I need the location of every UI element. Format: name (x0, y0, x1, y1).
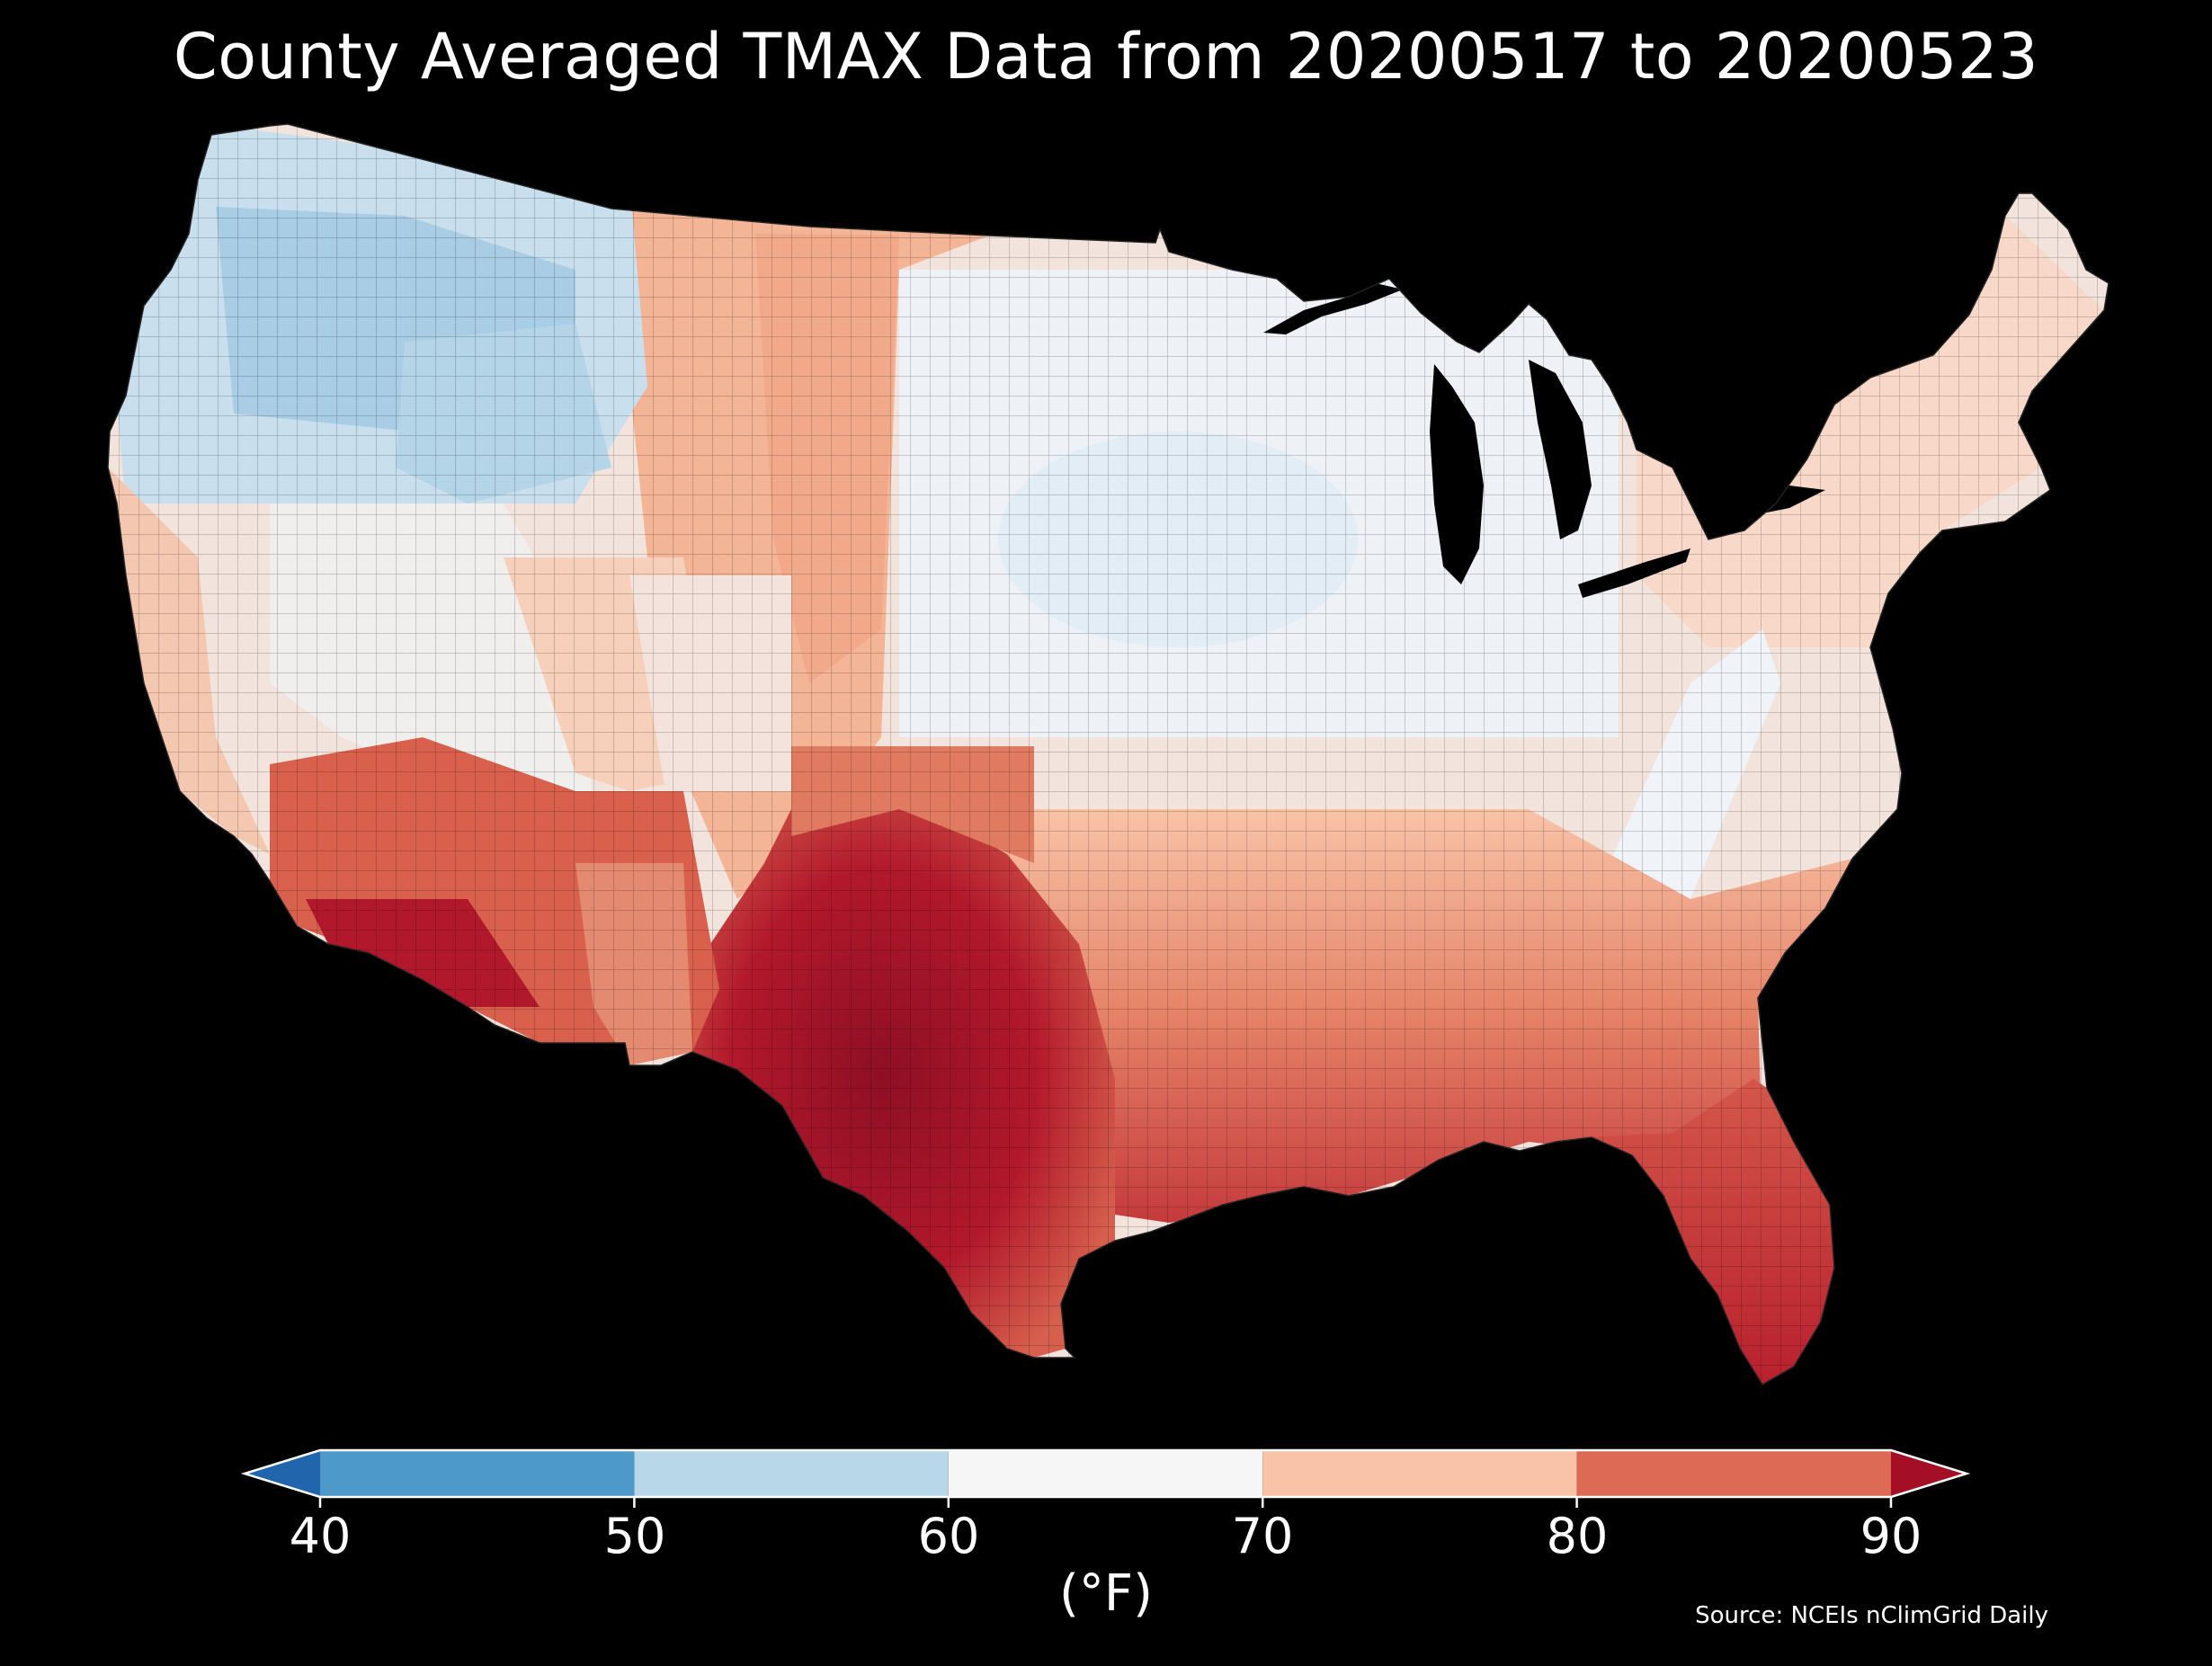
colorbar-bin (634, 1450, 949, 1497)
lake-erie (1578, 548, 1690, 598)
colorbar-tick-label: 80 (1546, 1508, 1609, 1564)
colorbar-bin (1262, 1450, 1577, 1497)
colorbar-under-arrow (245, 1450, 320, 1497)
lake-superior (1263, 283, 1403, 334)
map-title: County Averaged TMAX Data from 20200517 … (173, 20, 2039, 94)
lake-michigan (1430, 364, 1484, 584)
colorbar-bin (1576, 1450, 1891, 1497)
colorbar-unit-label: (°F) (1059, 1564, 1153, 1623)
lake-huron (1529, 360, 1592, 539)
colorbar-tick-label: 60 (917, 1508, 980, 1564)
colorbar-tick-label: 40 (289, 1508, 352, 1564)
colorbar-over-arrow (1891, 1450, 1967, 1497)
colorbar-bin (320, 1450, 635, 1497)
colorbar-tick-label: 50 (603, 1508, 666, 1564)
colorbar (240, 1448, 1971, 1508)
colorbar-tick-label: 70 (1231, 1508, 1294, 1564)
us-county-map (108, 124, 2109, 1385)
lake-ontario (1735, 486, 1825, 517)
great-lakes (1263, 283, 1825, 598)
source-note: Source: NCEIs nClimGrid Daily (1695, 1602, 2048, 1629)
county-boundaries (108, 124, 2109, 1385)
colorbar-bin (948, 1450, 1263, 1497)
colorbar-tick-label: 90 (1860, 1508, 1922, 1564)
